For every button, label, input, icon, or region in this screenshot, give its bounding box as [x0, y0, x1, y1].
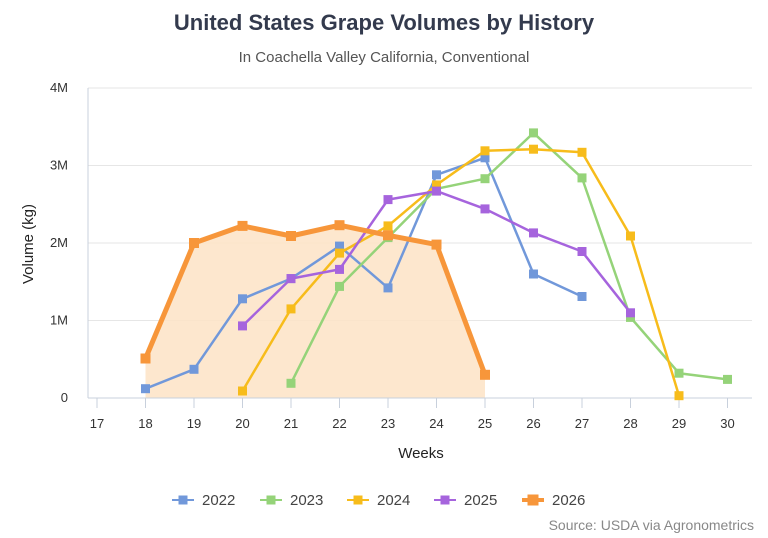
data-point-2026: [140, 353, 151, 364]
y-tick-label: 0: [61, 390, 68, 405]
data-point-2025: [432, 186, 441, 196]
data-point-2022: [529, 269, 538, 279]
x-axis-title: Weeks: [398, 445, 444, 462]
data-point-2023: [335, 281, 344, 291]
data-point-2024: [286, 304, 296, 314]
data-point-2026: [286, 231, 296, 241]
data-point-2022: [335, 241, 344, 251]
data-point-2024: [626, 231, 635, 241]
data-point-2023: [577, 173, 587, 183]
data-point-2026: [431, 239, 442, 250]
series-line-2026: [143, 222, 488, 378]
data-point-2022: [577, 292, 587, 301]
data-point-2022: [189, 364, 199, 374]
series-line-2024: [241, 147, 681, 397]
source-note: Source: USDA via Agronometrics: [548, 517, 754, 533]
data-point-2025: [529, 228, 538, 238]
x-tick-label: 20: [235, 416, 249, 431]
data-point-2023: [286, 378, 296, 388]
data-point-2022: [480, 153, 490, 163]
x-tick-label: 18: [138, 416, 152, 431]
legend-marker-2023: [266, 495, 276, 505]
series-line-2022: [144, 156, 584, 390]
data-point-2024: [577, 147, 587, 157]
chart-subtitle: In Coachella Valley California, Conventi…: [238, 49, 530, 66]
data-point-2025: [335, 264, 344, 274]
x-tick-label: 29: [672, 416, 686, 431]
legend: 2022 2023 2024 2025 2026: [172, 492, 585, 509]
data-point-2025: [577, 247, 587, 256]
y-tick-label: 1M: [50, 313, 68, 328]
data-point-2022: [238, 294, 247, 304]
data-point-2023: [626, 312, 635, 322]
data-point-2026: [189, 238, 199, 248]
legend-marker-2025: [440, 495, 450, 505]
series-lines: [143, 131, 729, 397]
chart-title: United States Grape Volumes by History: [173, 10, 595, 35]
data-point-2024: [480, 146, 490, 156]
x-tick-label: 27: [575, 416, 589, 431]
data-point-2026: [480, 369, 490, 380]
y-axis-ticks: 0 1M 2M 3M 4M: [50, 80, 68, 405]
data-point-2023: [723, 374, 732, 384]
x-tick-label: 17: [90, 416, 104, 431]
legend-label-2024: 2024: [377, 492, 410, 509]
y-tick-label: 3M: [50, 158, 68, 173]
data-point-2026: [237, 220, 248, 231]
legend-label-2023: 2023: [290, 492, 323, 509]
y-tick-label: 2M: [50, 235, 68, 250]
x-tick-label: 28: [623, 416, 637, 431]
data-point-2023: [674, 368, 684, 378]
x-tick-label: 19: [187, 416, 201, 431]
legend-marker-2024: [353, 495, 363, 505]
x-axis-ticks: 17 18 19 20 21 22 23 24 25 26 27 28 29 30: [90, 398, 735, 431]
x-tick-label: 23: [381, 416, 395, 431]
legend-marker-2026: [527, 494, 539, 506]
data-point-2024: [432, 180, 441, 190]
legend-marker-2022: [178, 495, 188, 505]
series-points: [140, 128, 732, 401]
axes: [87, 88, 752, 399]
legend-label-2026: 2026: [552, 492, 585, 509]
data-point-2026: [334, 220, 345, 231]
data-point-2023: [480, 174, 490, 184]
data-point-2026: [383, 230, 393, 241]
legend-label-2025: 2025: [464, 492, 497, 509]
x-tick-label: 30: [720, 416, 734, 431]
data-point-2022: [432, 170, 441, 180]
data-point-2024: [529, 144, 538, 154]
data-point-2022: [141, 384, 150, 394]
x-tick-label: 24: [429, 416, 443, 431]
data-point-2025: [383, 195, 393, 205]
series-area-2026: [145, 225, 485, 398]
data-point-2024: [674, 391, 684, 401]
x-tick-label: 26: [526, 416, 540, 431]
legend-label-2022: 2022: [202, 492, 235, 509]
data-point-2024: [383, 221, 393, 231]
data-point-2023: [529, 128, 538, 138]
data-point-2025: [238, 321, 247, 331]
data-point-2024: [238, 386, 247, 396]
data-point-2025: [286, 274, 296, 284]
series-line-2023: [289, 131, 729, 385]
y-axis-title: Volume (kg): [20, 204, 37, 284]
area-fills: [145, 225, 485, 398]
y-tick-label: 4M: [50, 80, 68, 95]
x-tick-label: 21: [284, 416, 298, 431]
x-tick-label: 25: [478, 416, 492, 431]
data-point-2025: [626, 308, 635, 318]
data-point-2024: [335, 248, 344, 258]
x-tick-label: 22: [332, 416, 346, 431]
data-point-2025: [480, 204, 490, 214]
data-point-2022: [383, 283, 393, 293]
